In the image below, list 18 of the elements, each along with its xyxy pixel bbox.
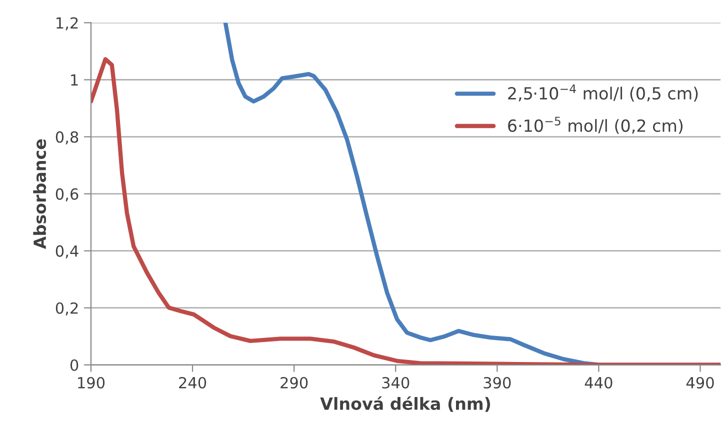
legend-label: 6·10$^{−5}$ mol/l (0,2 cm) xyxy=(508,116,683,134)
y-tick-label: 1 xyxy=(71,74,78,86)
y-tick-label: 1,2 xyxy=(56,17,78,30)
y-tick-label: 0,8 xyxy=(56,131,78,144)
y-tick-label: 0,2 xyxy=(56,302,78,316)
y-tick-label: 0 xyxy=(70,359,78,371)
x-tick-label: 440 xyxy=(584,376,612,389)
x-axis-title: Vlnová délka (nm) xyxy=(320,396,490,412)
x-tick-label: 390 xyxy=(484,376,511,389)
y-axis-title: Absorbance xyxy=(33,139,46,250)
legend-label: 2,5·10$^{−4}$ mol/l (0,5 cm) xyxy=(508,84,698,102)
y-tick-label: 0,4 xyxy=(56,245,78,258)
x-tick-label: 340 xyxy=(382,376,410,389)
x-tick-label: 240 xyxy=(179,376,206,389)
x-tick-label: 290 xyxy=(280,376,308,389)
x-tick-label: 490 xyxy=(686,376,714,389)
x-tick-label: 190 xyxy=(78,376,105,389)
y-tick-label: 0,6 xyxy=(56,188,78,202)
